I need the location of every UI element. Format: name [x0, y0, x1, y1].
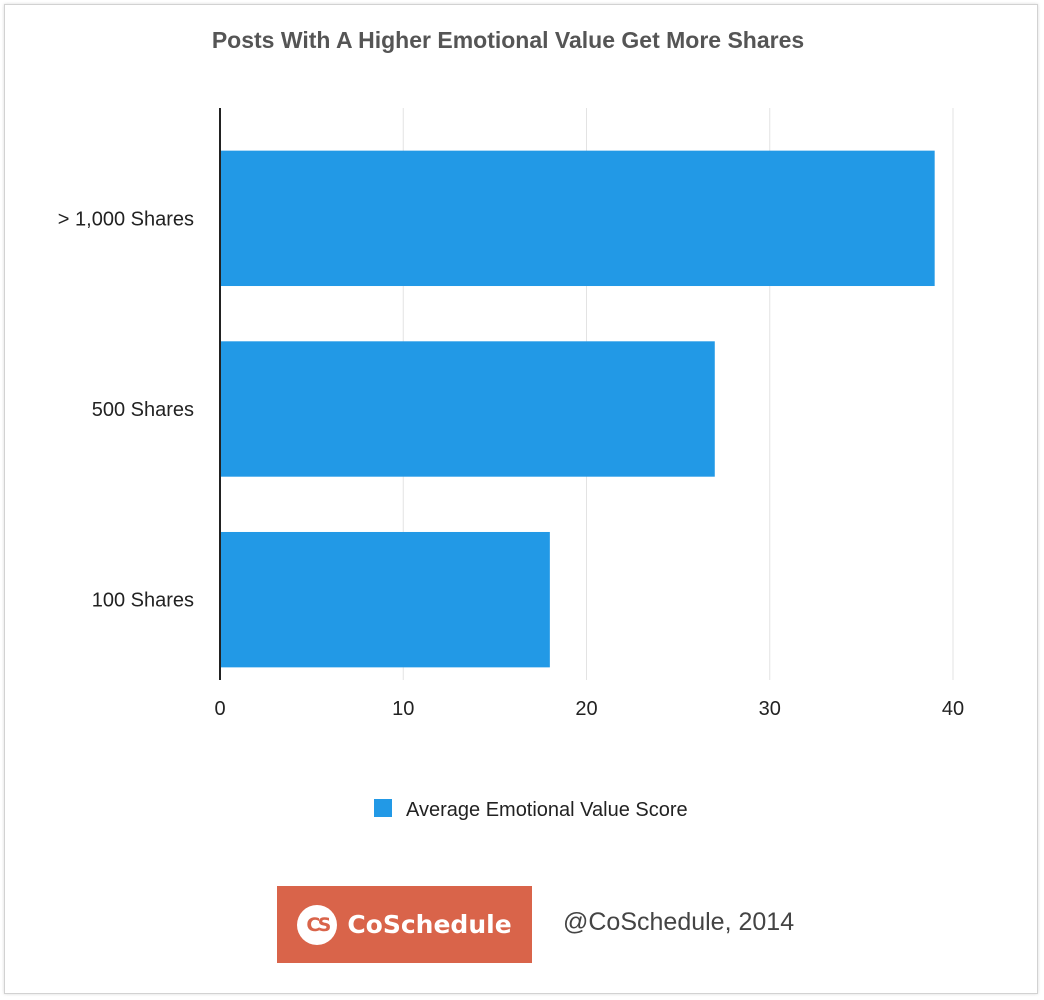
legend-swatch [374, 799, 392, 817]
x-axis-ticks: 0 10 20 30 40 [214, 698, 964, 720]
chart-title: Posts With A Higher Emotional Value Get … [212, 27, 804, 53]
bar [220, 531, 550, 668]
category-labels: > 1,000 Shares 500 Shares 100 Shares [58, 208, 194, 611]
coschedule-logo-mark-icon: CS [297, 904, 338, 945]
coschedule-logo: CS CoSchedule [277, 886, 532, 963]
category-label: 500 Shares [92, 399, 194, 421]
credit-text: @CoSchedule, 2014 [563, 908, 795, 936]
category-label: 100 Shares [92, 590, 194, 612]
x-tick-label: 10 [392, 698, 414, 720]
logo-mark-letters: CS [306, 913, 331, 936]
x-tick-label: 0 [214, 698, 225, 720]
bars [220, 150, 935, 668]
category-label: > 1,000 Shares [58, 208, 194, 230]
x-tick-label: 40 [942, 698, 964, 720]
legend-label: Average Emotional Value Score [406, 799, 688, 821]
logo-wordmark: CoSchedule [347, 910, 512, 939]
x-tick-label: 30 [759, 698, 781, 720]
bar-chart: Posts With A Higher Emotional Value Get … [58, 27, 964, 821]
x-tick-label: 20 [575, 698, 597, 720]
bar [220, 341, 715, 477]
bar [220, 150, 935, 287]
legend: Average Emotional Value Score [374, 799, 688, 821]
